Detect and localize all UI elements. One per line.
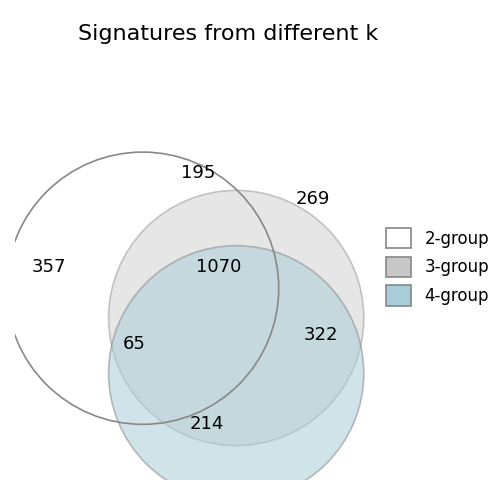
Circle shape: [108, 191, 364, 446]
Text: 357: 357: [32, 258, 67, 276]
Text: 269: 269: [295, 190, 330, 208]
Text: 195: 195: [181, 164, 215, 182]
Title: Signatures from different k: Signatures from different k: [78, 24, 378, 44]
Text: 214: 214: [189, 415, 224, 433]
Legend: 2-group, 3-group, 4-group: 2-group, 3-group, 4-group: [380, 221, 496, 312]
Text: 65: 65: [122, 335, 146, 352]
Text: 1070: 1070: [197, 258, 242, 276]
Text: 322: 322: [304, 326, 339, 344]
Circle shape: [108, 245, 364, 501]
